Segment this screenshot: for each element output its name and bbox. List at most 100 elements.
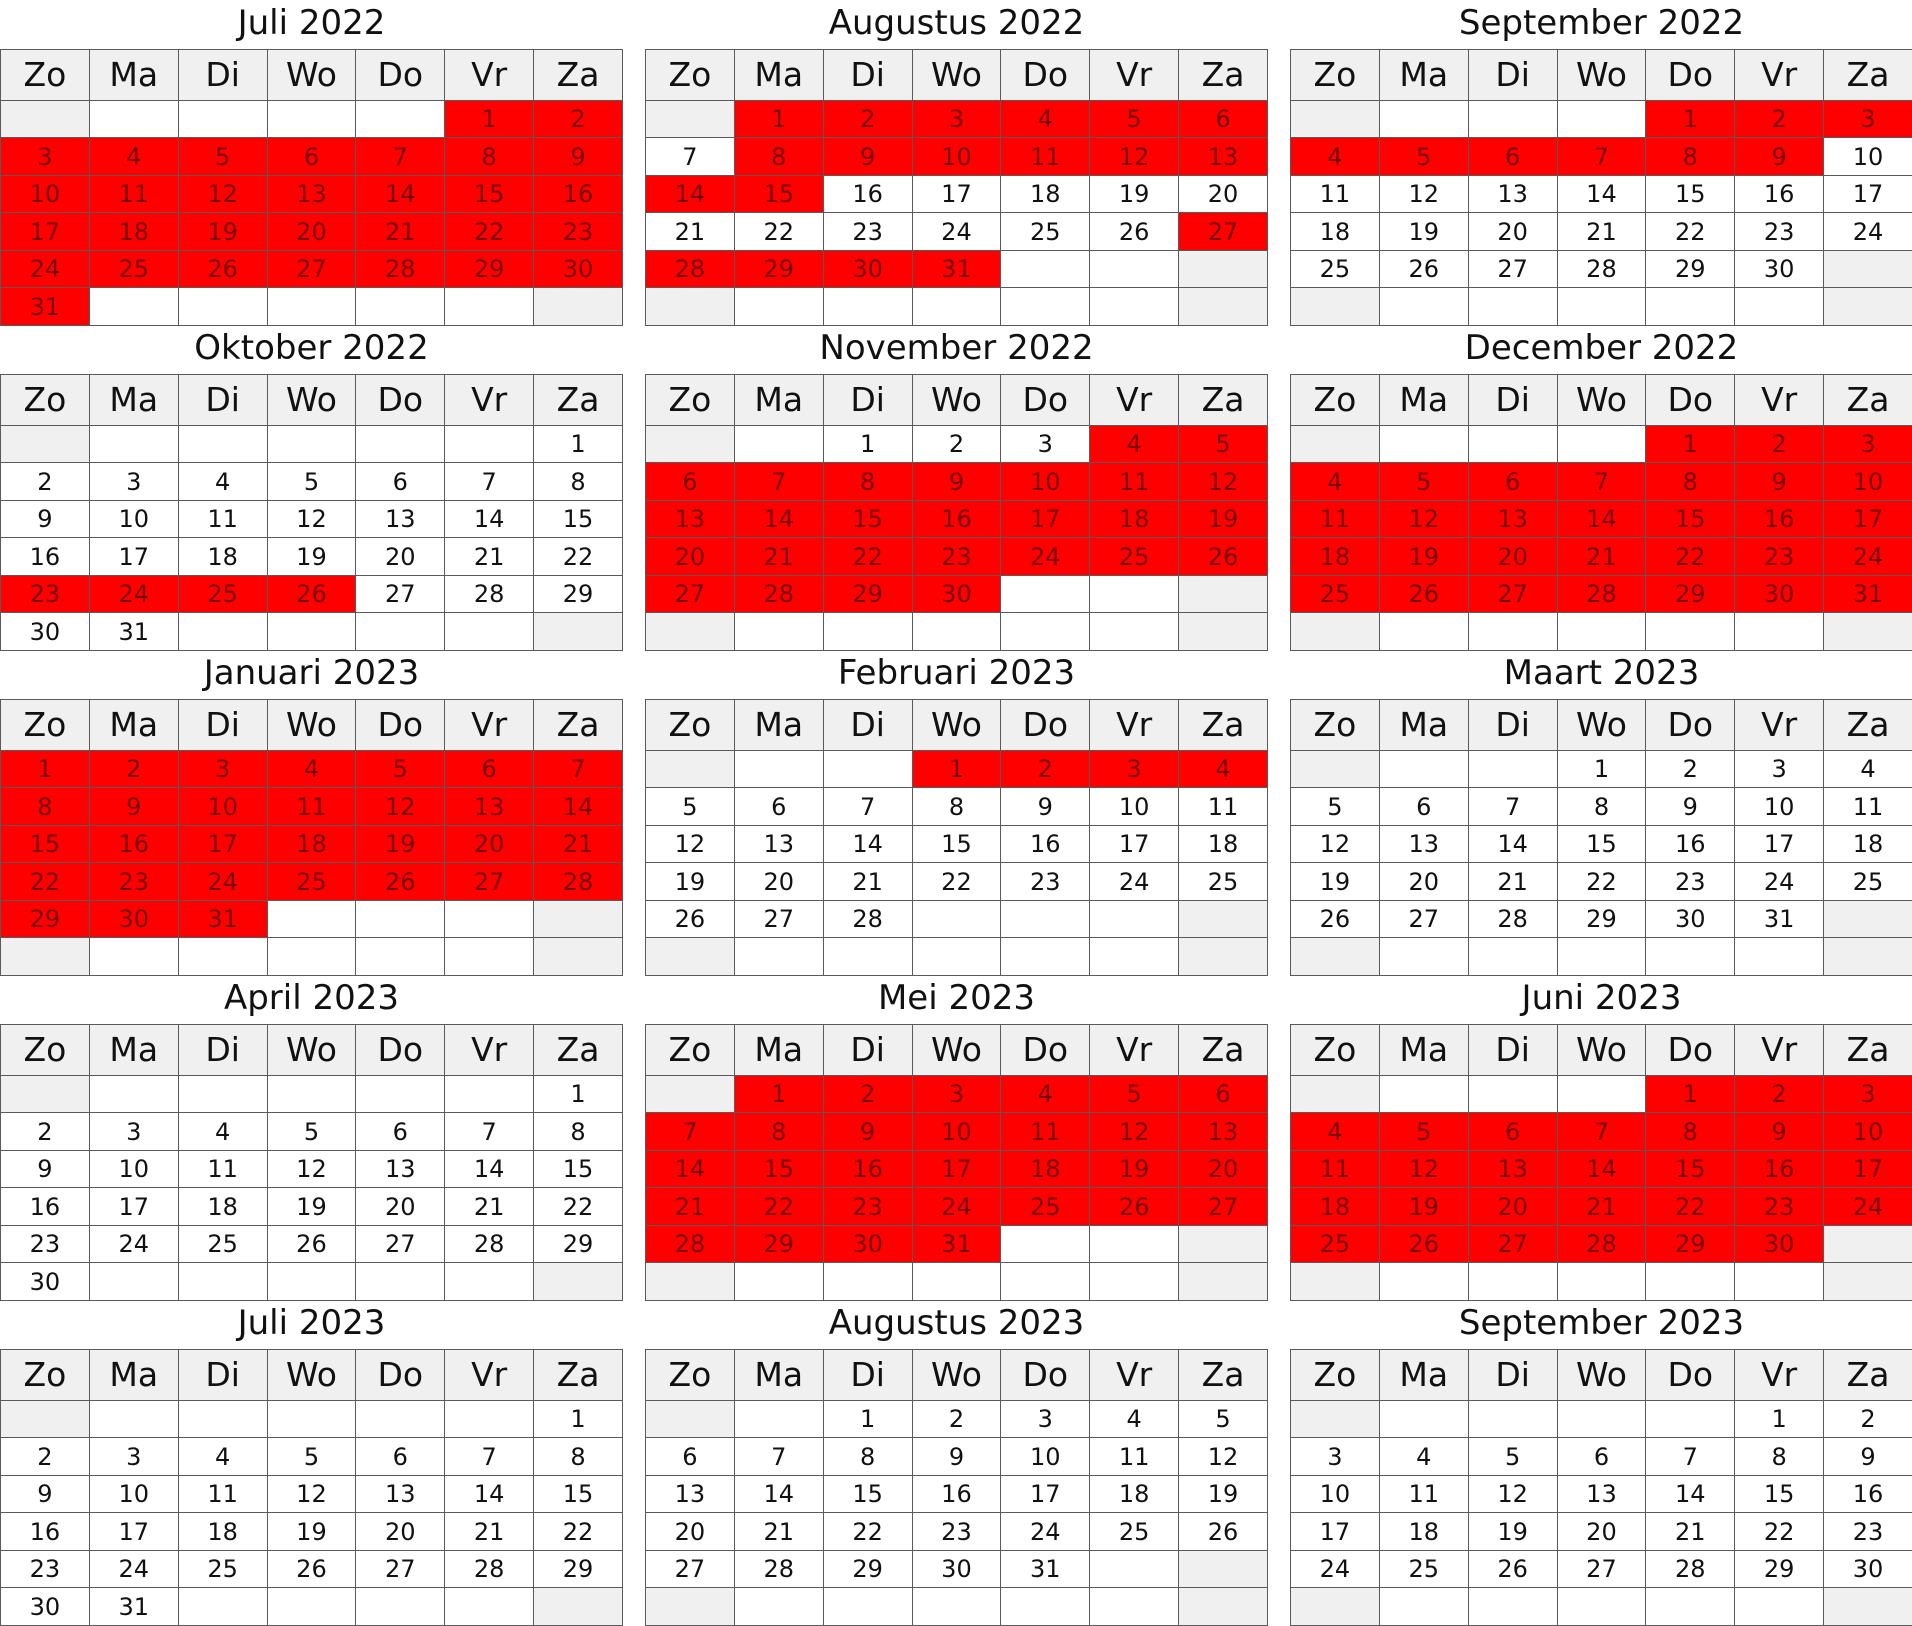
- day-cell[interactable]: 6: [1378, 787, 1469, 826]
- day-cell[interactable]: 4: [1000, 1074, 1091, 1114]
- day-cell[interactable]: 15: [1734, 1474, 1825, 1514]
- day-cell[interactable]: 9: [911, 462, 1002, 501]
- day-cell[interactable]: 11: [1089, 462, 1180, 501]
- day-cell[interactable]: 7: [355, 137, 446, 176]
- day-cell[interactable]: 18: [1178, 824, 1268, 864]
- day-cell[interactable]: 3: [1290, 1437, 1380, 1476]
- day-cell[interactable]: 10: [177, 787, 268, 826]
- day-cell[interactable]: 7: [645, 137, 735, 176]
- day-cell[interactable]: 22: [1734, 1512, 1825, 1551]
- day-cell[interactable]: 9: [822, 137, 913, 176]
- day-cell[interactable]: 2: [1645, 749, 1736, 789]
- day-cell[interactable]: 1: [733, 99, 824, 139]
- day-cell[interactable]: 15: [1645, 499, 1736, 539]
- day-cell[interactable]: 15: [1645, 1149, 1736, 1189]
- day-cell[interactable]: 17: [1000, 1474, 1091, 1514]
- day-cell[interactable]: 4: [177, 462, 268, 501]
- day-cell[interactable]: 4: [1178, 749, 1268, 789]
- day-cell[interactable]: 8: [0, 787, 90, 826]
- day-cell[interactable]: 24: [88, 1549, 179, 1589]
- day-cell[interactable]: 31: [911, 1224, 1002, 1264]
- day-cell[interactable]: 23: [822, 212, 913, 251]
- day-cell[interactable]: 28: [1556, 1224, 1647, 1264]
- day-cell[interactable]: 14: [1556, 174, 1647, 214]
- day-cell[interactable]: 15: [533, 1474, 623, 1514]
- day-cell[interactable]: 18: [1290, 212, 1380, 251]
- day-cell[interactable]: 20: [1467, 212, 1558, 251]
- day-cell[interactable]: 4: [1378, 1437, 1469, 1476]
- day-cell[interactable]: 19: [1089, 1149, 1180, 1189]
- day-cell[interactable]: 10: [911, 137, 1002, 176]
- day-cell[interactable]: 24: [0, 249, 90, 289]
- day-cell[interactable]: 10: [0, 174, 90, 214]
- day-cell[interactable]: 21: [733, 537, 824, 576]
- day-cell[interactable]: 26: [645, 899, 735, 939]
- day-cell[interactable]: 15: [0, 824, 90, 864]
- day-cell[interactable]: 22: [822, 1512, 913, 1551]
- day-cell[interactable]: 23: [533, 212, 623, 251]
- day-cell[interactable]: 22: [1645, 537, 1736, 576]
- day-cell[interactable]: 29: [533, 1549, 623, 1589]
- day-cell[interactable]: 6: [645, 462, 735, 501]
- day-cell[interactable]: 8: [533, 1112, 623, 1151]
- day-cell[interactable]: 1: [533, 1074, 623, 1114]
- day-cell[interactable]: 16: [911, 499, 1002, 539]
- day-cell[interactable]: 13: [266, 174, 357, 214]
- day-cell[interactable]: 7: [645, 1112, 735, 1151]
- day-cell[interactable]: 16: [822, 174, 913, 214]
- day-cell[interactable]: 6: [266, 137, 357, 176]
- day-cell[interactable]: 17: [911, 174, 1002, 214]
- day-cell[interactable]: 22: [533, 1187, 623, 1226]
- day-cell[interactable]: 18: [1823, 824, 1912, 864]
- day-cell[interactable]: 12: [1378, 1149, 1469, 1189]
- day-cell[interactable]: 28: [733, 574, 824, 614]
- day-cell[interactable]: 10: [88, 499, 179, 539]
- day-cell[interactable]: 8: [733, 1112, 824, 1151]
- day-cell[interactable]: 13: [355, 499, 446, 539]
- day-cell[interactable]: 12: [266, 499, 357, 539]
- day-cell[interactable]: 8: [533, 462, 623, 501]
- day-cell[interactable]: 23: [911, 1512, 1002, 1551]
- day-cell[interactable]: 15: [733, 1149, 824, 1189]
- day-cell[interactable]: 29: [1645, 249, 1736, 289]
- day-cell[interactable]: 7: [533, 749, 623, 789]
- day-cell[interactable]: 21: [1645, 1512, 1736, 1551]
- day-cell[interactable]: 3: [1823, 1074, 1912, 1114]
- day-cell[interactable]: 14: [733, 1474, 824, 1514]
- day-cell[interactable]: 25: [1290, 574, 1380, 614]
- day-cell[interactable]: 5: [177, 137, 268, 176]
- day-cell[interactable]: 14: [645, 174, 735, 214]
- day-cell[interactable]: 30: [911, 1549, 1002, 1589]
- day-cell[interactable]: 25: [1000, 212, 1091, 251]
- day-cell[interactable]: 18: [266, 824, 357, 864]
- day-cell[interactable]: 14: [645, 1149, 735, 1189]
- day-cell[interactable]: 4: [1290, 137, 1380, 176]
- day-cell[interactable]: 2: [1734, 99, 1825, 139]
- day-cell[interactable]: 20: [733, 862, 824, 901]
- day-cell[interactable]: 29: [1645, 574, 1736, 614]
- day-cell[interactable]: 18: [177, 537, 268, 576]
- day-cell[interactable]: 20: [1378, 862, 1469, 901]
- day-cell[interactable]: 20: [1556, 1512, 1647, 1551]
- day-cell[interactable]: 23: [1645, 862, 1736, 901]
- day-cell[interactable]: 10: [1823, 462, 1912, 501]
- day-cell[interactable]: 7: [1556, 1112, 1647, 1151]
- day-cell[interactable]: 5: [1089, 1074, 1180, 1114]
- day-cell[interactable]: 21: [444, 1187, 535, 1226]
- day-cell[interactable]: 3: [1000, 1399, 1091, 1439]
- day-cell[interactable]: 28: [444, 1224, 535, 1264]
- day-cell[interactable]: 19: [1290, 862, 1380, 901]
- day-cell[interactable]: 9: [0, 499, 90, 539]
- day-cell[interactable]: 6: [1178, 99, 1268, 139]
- day-cell[interactable]: 11: [1000, 137, 1091, 176]
- day-cell[interactable]: 9: [533, 137, 623, 176]
- day-cell[interactable]: 13: [1178, 1112, 1268, 1151]
- day-cell[interactable]: 26: [177, 249, 268, 289]
- day-cell[interactable]: 16: [822, 1149, 913, 1189]
- day-cell[interactable]: 16: [911, 1474, 1002, 1514]
- day-cell[interactable]: 31: [0, 287, 90, 326]
- day-cell[interactable]: 3: [88, 1112, 179, 1151]
- day-cell[interactable]: 1: [444, 99, 535, 139]
- day-cell[interactable]: 18: [1000, 174, 1091, 214]
- day-cell[interactable]: 30: [1734, 1224, 1825, 1264]
